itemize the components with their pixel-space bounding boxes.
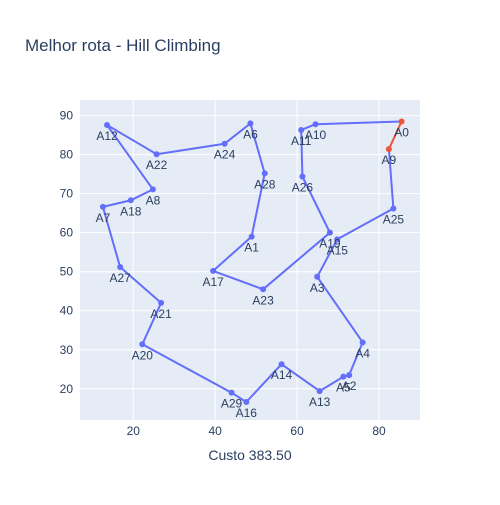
route-point (346, 372, 353, 379)
point-label: A2 (342, 379, 357, 393)
point-label: A10 (305, 128, 327, 142)
route-point (312, 121, 319, 128)
point-label: A24 (214, 148, 236, 162)
point-label: A4 (355, 346, 370, 360)
point-label: A29 (221, 397, 243, 411)
route-point (316, 388, 323, 395)
point-label: A6 (243, 127, 258, 141)
point-label: A3 (310, 281, 325, 295)
y-tick-label: 90 (60, 109, 74, 123)
point-label: A7 (96, 211, 111, 225)
point-label: A12 (96, 129, 118, 143)
point-label: A23 (252, 293, 274, 307)
point-label: A1 (244, 241, 259, 255)
plot-area (80, 100, 420, 420)
route-point (385, 146, 392, 153)
x-tick-label: 60 (290, 424, 304, 438)
y-tick-label: 80 (60, 148, 74, 162)
route-point (247, 120, 254, 127)
point-label: A21 (150, 307, 172, 321)
route-point (359, 339, 366, 346)
route-point (248, 233, 255, 240)
point-label: A18 (120, 204, 142, 218)
route-point (398, 118, 405, 125)
point-label: A20 (132, 348, 154, 362)
point-label: A22 (146, 158, 168, 172)
point-label: A14 (271, 368, 293, 382)
point-label: A19 (319, 237, 341, 251)
x-axis-title: Custo 383.50 (208, 447, 291, 463)
route-point (158, 299, 165, 306)
route-line (101, 120, 402, 403)
point-label: A5 (336, 381, 351, 395)
point-label: A27 (109, 271, 131, 285)
grid-lines (80, 100, 420, 420)
point-label: A0 (394, 125, 409, 139)
route-point (314, 273, 321, 280)
y-tick-label: 30 (60, 343, 74, 357)
closing-edge-line (387, 121, 403, 150)
chart-title: Melhor rota - Hill Climbing (25, 36, 221, 55)
y-tick-label: 40 (60, 304, 74, 318)
point-label: A25 (383, 212, 405, 226)
route-point (228, 389, 235, 396)
route-point (243, 399, 250, 406)
route-point (104, 121, 111, 128)
x-tick-label: 20 (127, 424, 141, 438)
route-point (326, 229, 333, 236)
y-tick-label: 70 (60, 187, 74, 201)
route-point (221, 140, 228, 147)
point-label: A26 (292, 180, 314, 194)
route-point (117, 264, 124, 271)
point-label: A16 (236, 406, 258, 420)
route-lines (101, 120, 403, 403)
point-label: A11 (291, 134, 312, 148)
route-point (210, 267, 217, 274)
route-point (299, 173, 306, 180)
point-label: A8 (146, 193, 161, 207)
x-tick-labels: 20 40 60 80 (127, 424, 386, 438)
route-point (139, 341, 146, 348)
route-point (298, 127, 305, 134)
point-label: A13 (309, 395, 331, 409)
route-point (334, 236, 341, 243)
route-point (278, 361, 285, 368)
route-point (260, 286, 267, 293)
point-label: A9 (382, 153, 397, 167)
route-point (99, 203, 106, 210)
y-tick-label: 60 (60, 226, 74, 240)
point-label: A15 (327, 243, 349, 257)
y-tick-label: 50 (60, 265, 74, 279)
route-point (127, 197, 134, 204)
x-tick-label: 80 (372, 424, 386, 438)
route-point (340, 373, 347, 380)
y-tick-label: 20 (60, 382, 74, 396)
y-tick-labels: 20 30 40 50 60 70 80 90 (60, 109, 74, 396)
x-tick-label: 40 (209, 424, 223, 438)
point-label: A17 (202, 275, 224, 289)
point-label: A28 (254, 177, 276, 191)
route-point (153, 151, 160, 158)
route-point (149, 186, 156, 193)
route-points (99, 118, 405, 406)
route-point (390, 205, 397, 212)
route-point (261, 170, 268, 177)
